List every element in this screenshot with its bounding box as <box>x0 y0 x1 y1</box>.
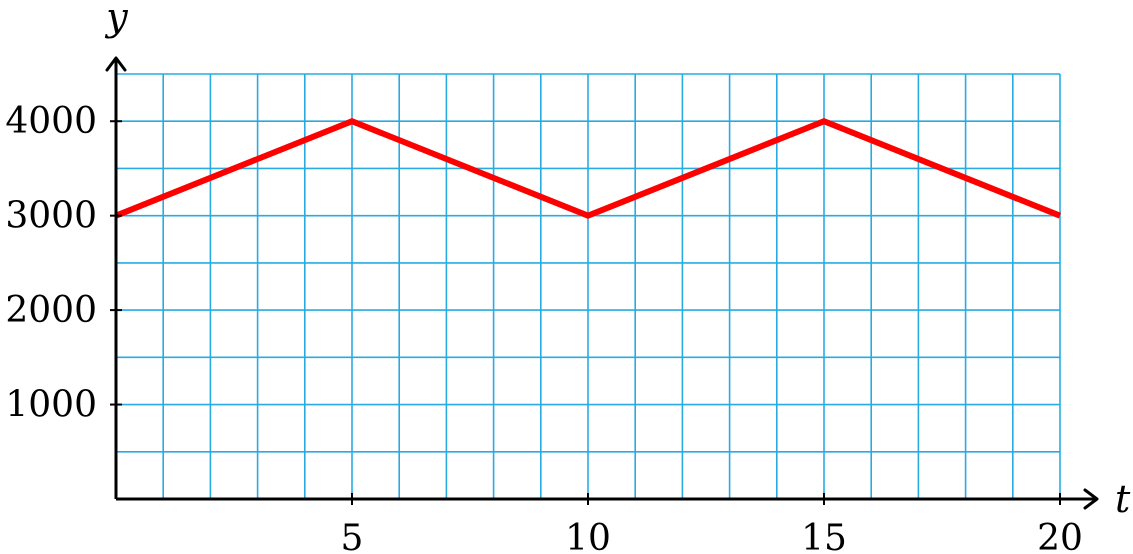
x-tick-label: 20 <box>1037 518 1083 554</box>
x-tick-label: 5 <box>341 518 364 554</box>
x-axis-label: t <box>1115 477 1131 521</box>
x-tick-label: 10 <box>565 518 611 554</box>
series-line-0 <box>114 117 1062 219</box>
grid <box>116 73 1061 499</box>
series-layer <box>114 117 1062 219</box>
y-tick-label: 4000 <box>5 101 97 142</box>
y-tick-label: 3000 <box>5 196 97 237</box>
y-axis-arrow-icon <box>105 56 127 72</box>
axes: t y <box>104 0 1131 521</box>
ticks: 5 10 15 20 1000 2000 3000 4000 <box>5 101 1083 554</box>
y-tick-label: 2000 <box>5 290 97 331</box>
y-tick-label: 1000 <box>5 385 97 426</box>
x-axis-arrow-icon <box>1083 488 1099 510</box>
y-axis-label: y <box>104 0 128 39</box>
x-tick-label: 15 <box>801 518 847 554</box>
